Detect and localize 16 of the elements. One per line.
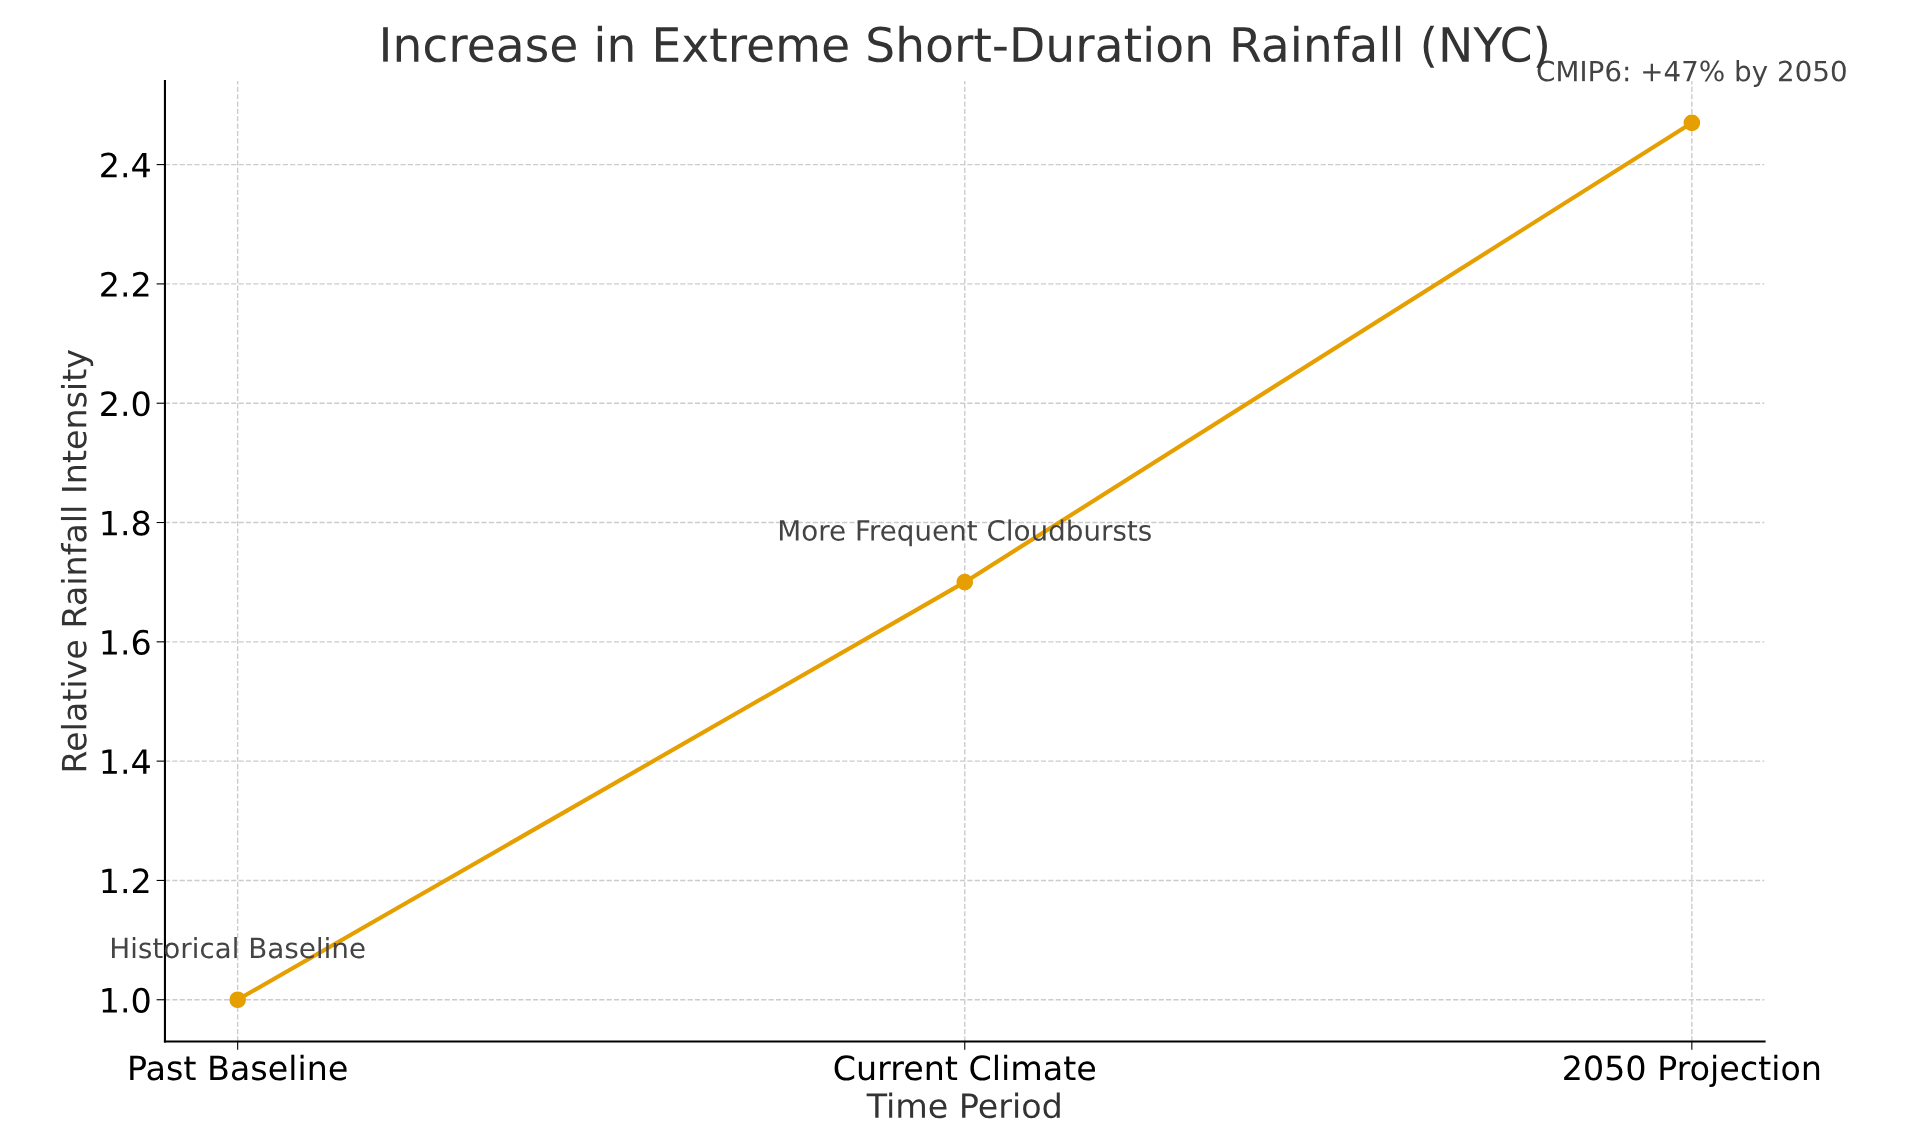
y-tick-label: 1.8 xyxy=(102,510,150,536)
y-tick-label: 1.6 xyxy=(102,629,150,655)
y-axis-title: Relative Rainfall Intensity xyxy=(60,349,94,771)
point xyxy=(956,573,974,591)
y-tick-label: 2.4 xyxy=(101,152,150,178)
point xyxy=(1683,114,1701,132)
y-tick-label: 1.2 xyxy=(102,868,149,894)
y-tick-label: 1.4 xyxy=(102,749,150,774)
y-tick-label: 1.0 xyxy=(102,987,150,1013)
x-tick-label: Current Climate xyxy=(834,1054,1096,1081)
x-tick-label: Past Baseline xyxy=(130,1054,347,1081)
point xyxy=(229,991,246,1009)
x-axis-title: Time Period xyxy=(866,1092,1060,1119)
x-tick-label: 2050 Projection xyxy=(1564,1054,1820,1087)
y-tick-label: 2.2 xyxy=(101,271,149,297)
y-tick-label: 2.0 xyxy=(101,391,150,417)
